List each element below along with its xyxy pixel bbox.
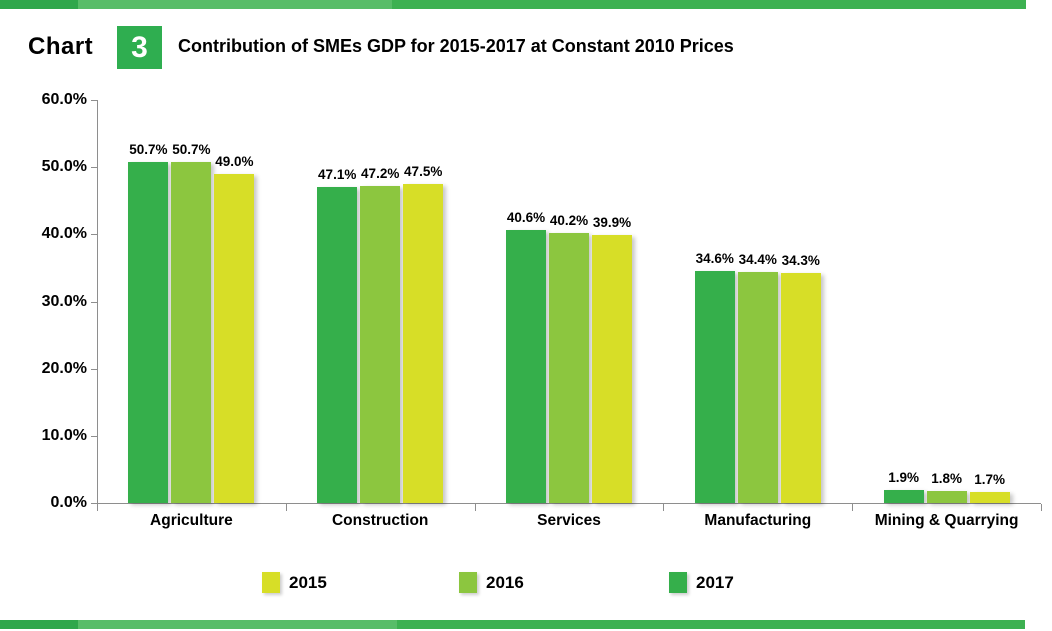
bar-2015-construction [403, 183, 444, 503]
bar-2015-services [592, 235, 632, 503]
y-tick [91, 234, 97, 236]
category-label: Agriculture [150, 512, 233, 529]
bar-data-label: 34.4% [738, 251, 777, 267]
y-tick-label: 50.0% [41, 158, 87, 176]
x-tick [97, 504, 98, 511]
y-tick [91, 100, 97, 101]
y-tick-label: 30.0% [41, 292, 87, 310]
bar-data-label: 1.7% [974, 471, 1005, 487]
top-green-border [0, 0, 1026, 9]
bar-2015-manufacturing [780, 272, 821, 503]
chart-title: Contribution of SMEs GDP for 2015-2017 a… [178, 36, 734, 56]
y-tick-label: 40.0% [41, 225, 87, 243]
legend-swatch-2017 [669, 572, 687, 593]
category-label: Services [537, 512, 601, 529]
bar-data-label: 47.5% [404, 163, 443, 179]
bar-data-label: 47.2% [361, 165, 400, 181]
bottom-green-border [0, 620, 1025, 629]
bar-2016-services [549, 232, 589, 503]
bar-2016-mining-quarrying [926, 490, 967, 503]
legend-label: 2015 [289, 572, 327, 592]
category-label: Construction [331, 512, 429, 529]
bar-data-label: 47.1% [318, 166, 357, 182]
x-tick [852, 504, 854, 511]
x-axis-line [97, 503, 1041, 504]
bar-data-label: 49.0% [215, 153, 254, 169]
category-label: Manufacturing [704, 512, 812, 529]
bar-data-label: 50.7% [129, 142, 168, 158]
y-tick [91, 368, 97, 370]
chart-word-label: Chart [28, 33, 94, 60]
chart-number-badge: 3 [117, 26, 162, 69]
legend-label: 2016 [486, 572, 524, 592]
x-tick [474, 504, 476, 511]
bar-data-label: 50.7% [172, 142, 211, 158]
bar-data-label: 40.6% [506, 210, 546, 226]
y-tick-label: 60.0% [41, 91, 87, 108]
y-tick-label: 20.0% [41, 359, 87, 377]
y-tick [91, 167, 97, 169]
y-tick [91, 301, 97, 303]
y-tick-label: 10.0% [41, 426, 87, 444]
legend-label: 2017 [696, 572, 734, 592]
legend-swatch-2015 [262, 572, 280, 593]
bar-2016-construction [360, 185, 401, 503]
y-tick [91, 503, 97, 504]
bar-data-label: 1.9% [888, 470, 919, 486]
x-tick [285, 504, 287, 511]
legend-item-2017: 2017 [669, 572, 734, 593]
category-label: Mining & Quarrying [874, 512, 1019, 529]
y-axis-line [97, 100, 98, 504]
bar-2017-services [506, 230, 546, 503]
bar-data-label: 40.2% [549, 212, 589, 228]
legend-swatch-2016 [459, 572, 477, 593]
bar-2016-manufacturing [737, 271, 778, 503]
bar-2017-agriculture [128, 162, 169, 503]
bar-2016-agriculture [171, 162, 212, 503]
chart-number: 3 [131, 30, 148, 64]
legend-item-2016: 2016 [459, 572, 524, 593]
x-tick [1041, 504, 1042, 511]
bar-data-label: 1.8% [931, 470, 962, 486]
bar-data-label: 34.3% [781, 252, 820, 268]
bar-data-label: 39.9% [592, 215, 632, 230]
bar-2015-mining-quarrying [969, 491, 1010, 503]
y-tick-label: 0.0% [50, 494, 87, 511]
bar-2017-manufacturing [694, 270, 735, 503]
bar-2017-mining-quarrying [883, 490, 924, 503]
y-tick [91, 435, 97, 437]
bar-2015-agriculture [214, 173, 255, 503]
bar-data-label: 34.6% [695, 250, 734, 266]
x-tick [663, 504, 665, 511]
legend-item-2015: 2015 [262, 572, 327, 593]
bar-2017-construction [317, 186, 358, 503]
